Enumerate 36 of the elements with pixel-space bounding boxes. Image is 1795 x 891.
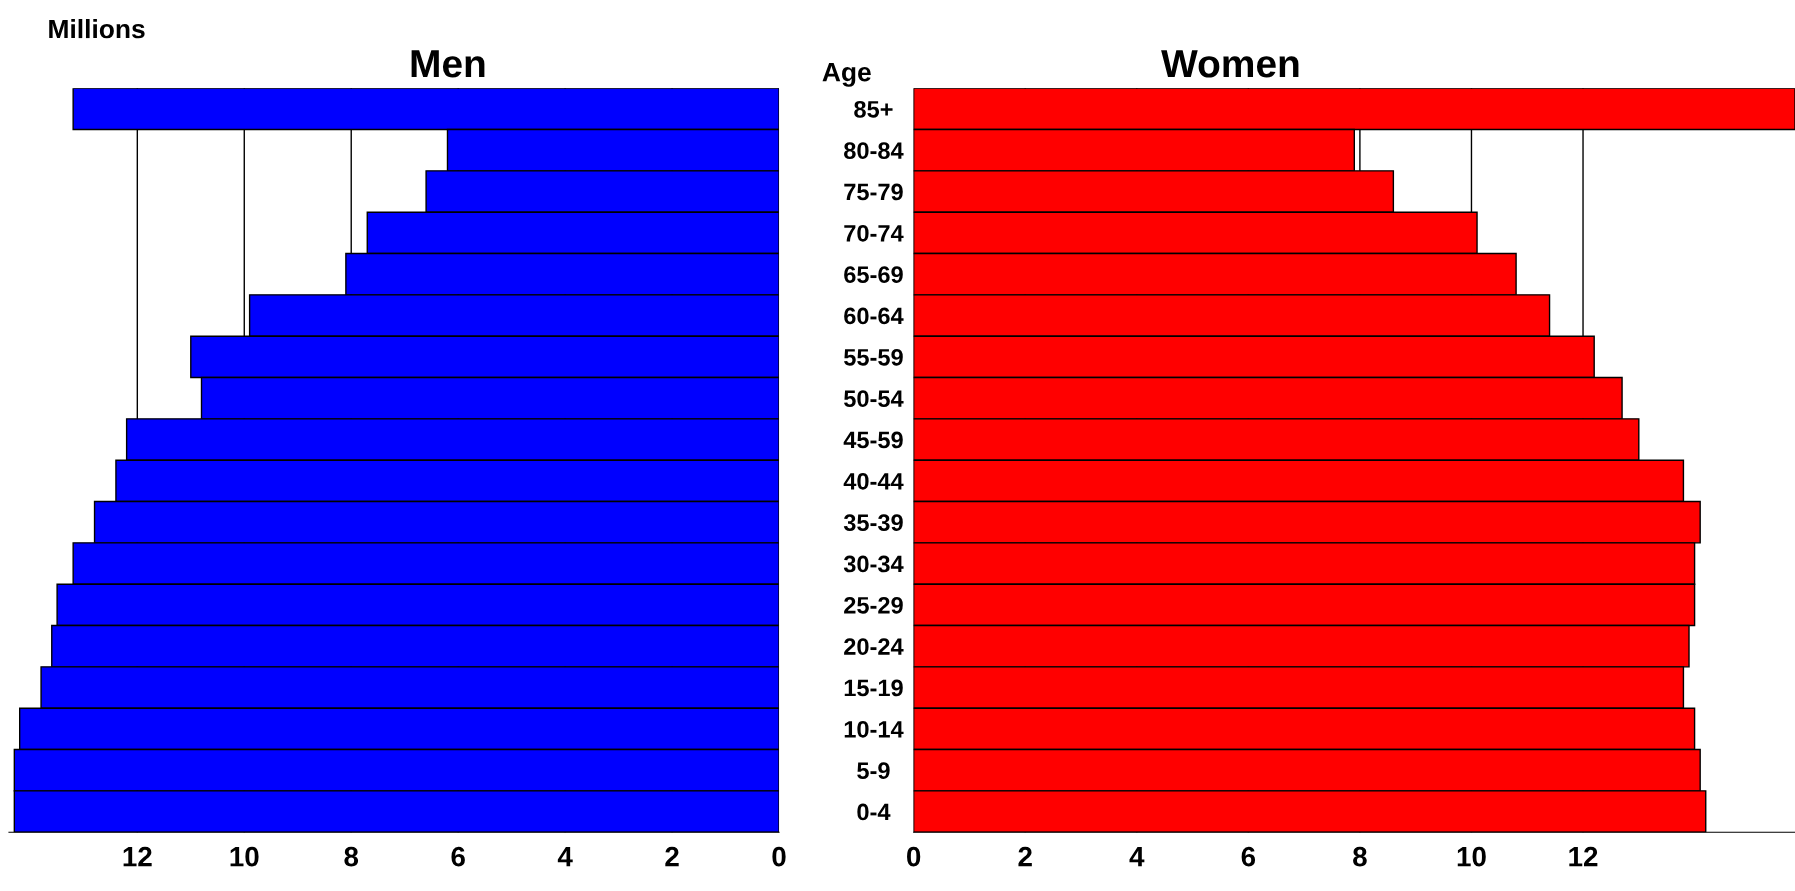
x-tick-label: 12 — [123, 846, 152, 867]
y-tick-label: 20-24 — [844, 638, 904, 655]
y-tick-label: 5-9 — [857, 762, 890, 779]
y-tick-label: 30-34 — [843, 555, 904, 573]
y-tick-label: 10-14 — [844, 720, 904, 738]
y-axis-title: Age — [822, 63, 871, 87]
x-tick-label: 8 — [344, 846, 359, 867]
y-tick-label: 0-4 — [857, 803, 891, 821]
chart-title: Women — [1161, 50, 1299, 78]
x-tick-label: 0 — [772, 846, 786, 867]
x-tick-label: 6 — [1241, 846, 1256, 867]
chart-title: Men — [411, 50, 485, 78]
y-tick-label: 55-59 — [844, 348, 903, 366]
y-tick-label: 35-39 — [843, 514, 903, 532]
y-tick-label: 45-59 — [843, 431, 903, 449]
y-tick-label: 70-74 — [844, 224, 904, 242]
x-tick-label: 4 — [1129, 847, 1145, 867]
x-tick-label: 4 — [557, 847, 573, 867]
y-tick-label: 15-19 — [844, 679, 903, 697]
x-tick-label: 0 — [907, 846, 921, 867]
y-tick-label: 40-44 — [843, 472, 904, 490]
y-tick-label: 85+ — [854, 100, 893, 118]
x-tick-label: 6 — [451, 846, 465, 867]
text: Millions — [49, 18, 145, 39]
y-tick-label: 75-79 — [844, 183, 903, 201]
x-tick-label: 2 — [665, 846, 679, 867]
y-tick-label: 50-54 — [844, 390, 904, 407]
y-tick-label: 65-69 — [844, 266, 903, 283]
x-tick-label: 10 — [230, 846, 259, 867]
x-tick-label: 8 — [1353, 846, 1367, 867]
x-tick-label: 10 — [1457, 846, 1486, 867]
x-tick-label: 2 — [1018, 846, 1032, 867]
y-tick-label: 80-84 — [844, 142, 904, 159]
y-tick-label: 60-64 — [844, 307, 904, 325]
y-tick-label: 25-29 — [844, 596, 903, 614]
x-tick-label: 12 — [1569, 846, 1598, 867]
